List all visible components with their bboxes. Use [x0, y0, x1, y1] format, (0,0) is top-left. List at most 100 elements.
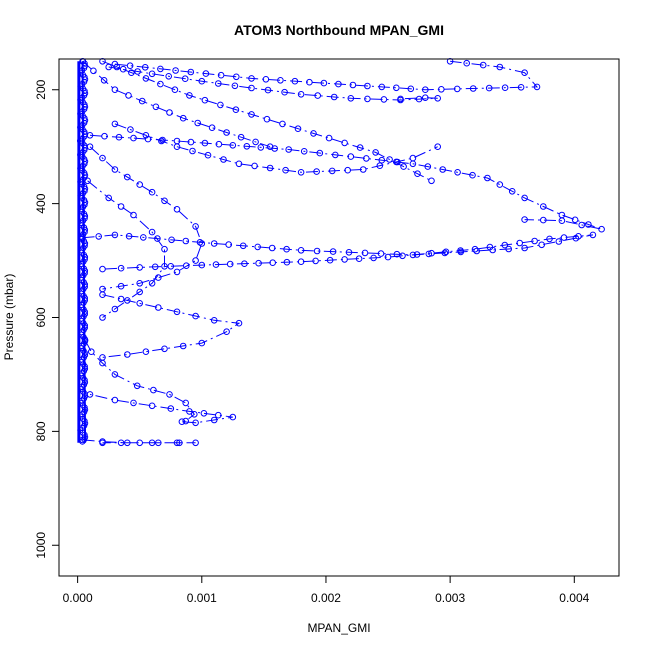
data-point — [99, 314, 106, 321]
data-point — [99, 265, 106, 273]
data-point — [155, 274, 162, 281]
data-point — [251, 162, 258, 170]
data-point — [469, 171, 476, 179]
data-point — [130, 399, 137, 407]
data-point — [501, 241, 509, 249]
y-tick-label: 600 — [34, 307, 48, 327]
data-point — [425, 250, 433, 258]
data-point — [161, 197, 168, 205]
data-point — [157, 65, 164, 73]
data-point — [589, 231, 597, 239]
data-point — [453, 85, 461, 93]
data-point — [125, 92, 132, 99]
data-point — [210, 240, 218, 247]
data-point — [300, 148, 308, 155]
data-point — [279, 120, 286, 128]
y-tick-label: 400 — [34, 193, 48, 213]
data-point — [521, 69, 528, 76]
data-point — [521, 216, 528, 223]
data-point — [571, 216, 579, 224]
data-point — [88, 348, 95, 356]
data-point — [226, 260, 234, 268]
data-point — [204, 151, 212, 159]
data-point — [191, 411, 198, 418]
data-point — [215, 411, 222, 419]
data-point — [434, 95, 442, 102]
data-point — [166, 391, 173, 398]
data-point — [454, 169, 461, 176]
data-point — [99, 439, 106, 447]
data-point — [161, 263, 168, 270]
x-tick-label: 0.001 — [187, 591, 217, 605]
series-line — [114, 123, 438, 173]
data-point — [192, 419, 199, 427]
data-point — [355, 255, 363, 263]
data-point — [505, 245, 513, 253]
data-point — [479, 61, 487, 69]
data-point — [186, 408, 193, 415]
series-12 — [84, 177, 168, 321]
data-point — [380, 96, 388, 103]
data-point — [285, 146, 293, 153]
data-point — [142, 75, 150, 82]
data-point — [335, 80, 342, 88]
data-point — [283, 245, 290, 253]
data-point — [377, 250, 385, 257]
data-point — [192, 439, 199, 447]
data-point — [111, 231, 119, 239]
data-point — [347, 153, 355, 160]
data-point — [128, 69, 135, 76]
data-point — [266, 164, 274, 172]
data-point — [201, 96, 209, 104]
data-point — [409, 251, 417, 259]
data-point — [192, 312, 199, 320]
data-point — [111, 120, 119, 128]
data-point — [198, 240, 206, 247]
series-8 — [111, 120, 442, 176]
data-point — [192, 223, 199, 230]
data-point — [154, 235, 161, 242]
data-point — [231, 82, 239, 90]
data-point — [182, 417, 189, 425]
data-point — [297, 258, 305, 266]
data-point — [372, 149, 379, 156]
data-point — [157, 80, 164, 88]
data-point — [196, 239, 204, 246]
data-point — [521, 194, 528, 202]
data-point — [297, 169, 305, 176]
data-point — [344, 166, 352, 174]
data-point — [282, 166, 289, 174]
y-tick-label: 200 — [34, 79, 48, 99]
data-point — [148, 188, 156, 196]
data-point — [235, 160, 243, 168]
data-point — [598, 225, 605, 233]
data-point — [233, 73, 240, 81]
data-point — [291, 77, 299, 85]
data-point — [115, 133, 123, 141]
data-point — [248, 111, 255, 118]
series-line — [81, 61, 87, 443]
plot-series — [77, 58, 605, 447]
data-point — [136, 288, 143, 296]
data-point — [257, 144, 265, 151]
data-point — [215, 80, 222, 87]
data-point — [473, 247, 481, 255]
data-point — [378, 83, 386, 91]
data-point — [516, 239, 524, 247]
data-point — [181, 75, 189, 82]
data-point — [168, 236, 175, 244]
data-point — [208, 124, 216, 131]
data-point — [349, 81, 357, 89]
data-point — [117, 203, 125, 210]
data-point — [283, 258, 291, 266]
data-point — [310, 130, 317, 137]
data-point — [316, 149, 324, 157]
data-point — [133, 382, 141, 390]
data-point — [111, 60, 119, 68]
data-point — [124, 297, 131, 304]
data-point — [130, 211, 137, 219]
data-point — [370, 254, 377, 262]
data-point — [254, 243, 262, 251]
data-point — [297, 91, 305, 98]
data-point — [463, 59, 471, 67]
